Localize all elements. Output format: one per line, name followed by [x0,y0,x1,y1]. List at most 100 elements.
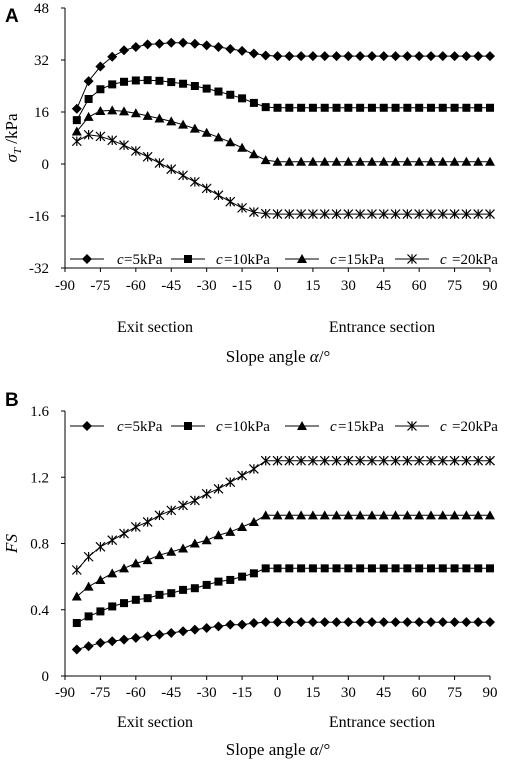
data-point [96,85,105,94]
x-tick-label: -15 [232,685,252,701]
series-line [76,134,490,215]
data-point [307,209,318,219]
legend-item: c =5kPa [70,419,163,435]
data-point [71,644,82,655]
data-point [155,590,164,599]
data-point [273,103,282,112]
y-tick-label: 0 [42,669,50,685]
data-point [189,624,200,635]
x-axis-title: Slope angle α/° [226,347,331,366]
data-point [190,82,199,90]
data-point [319,209,330,219]
data-point [238,572,247,581]
data-point [130,146,141,156]
series-line [76,514,490,597]
data-point [473,51,484,62]
data-point [331,510,342,520]
data-point [107,105,118,115]
data-point [355,510,366,520]
data-point [249,569,258,578]
data-point [356,103,365,112]
data-point [225,619,236,630]
data-point [260,510,271,520]
data-point [378,156,389,166]
x-tick-label: -90 [55,278,75,294]
x-tick-label: -90 [55,685,75,701]
data-point [237,142,248,152]
data-point [296,51,307,62]
x-tick-label: -30 [197,685,217,701]
data-point [142,151,153,162]
data-point [449,455,460,466]
data-point [83,129,94,140]
panel-label: B [5,390,19,411]
panel-A: A 48 32 16 0 -16 -32 -90 -75 -60 -45 -30 -15 0 15 30 45 6… [2,1,498,366]
data-point [248,207,259,218]
data-point [225,196,236,207]
legend-label: =5kPa [124,252,163,268]
data-point [461,209,472,219]
legend-marker [407,254,417,264]
data-point [485,510,495,520]
data-point [83,641,94,652]
data-point [154,550,165,560]
x-tick-label: -60 [126,685,146,701]
x-tick-label: 15 [305,278,320,294]
x-tick-label: -75 [90,685,110,701]
data-point [449,617,460,628]
exit-section-label: Exit section [117,714,193,731]
legend-marker [184,255,192,263]
data-point [248,464,259,474]
legend-label: =20kPa [452,419,498,435]
data-point [474,564,483,573]
data-point [367,455,377,466]
data-point [319,617,330,628]
data-point [272,209,283,219]
data-point [390,455,401,466]
data-point [120,77,129,86]
x-tick-label: -45 [161,685,181,701]
x-axis-title: Slope angle α/° [226,740,331,759]
data-point [260,208,271,219]
legend-symbol: c [330,419,337,435]
data-point [319,156,330,166]
data-point [178,170,188,181]
y-tick-label: 1.6 [30,404,49,420]
data-point [72,619,81,627]
data-point [402,51,413,62]
data-point [214,87,223,96]
data-point [426,209,436,219]
data-point [450,564,459,573]
data-point [71,136,82,147]
series-diamond [71,617,495,655]
data-point [119,45,130,56]
data-point [119,106,130,116]
data-point [142,110,153,120]
series-line [76,42,490,109]
data-point [119,563,130,573]
data-point [390,51,401,62]
data-point [461,617,472,628]
data-point [414,51,425,62]
data-point [331,617,342,628]
data-point [461,51,472,62]
data-point [214,577,223,586]
data-point [130,108,141,118]
data-point [142,631,153,642]
data-point [285,103,294,112]
data-point [391,564,400,573]
legend-marker [297,254,307,263]
data-point [343,617,354,628]
data-point [355,455,366,466]
data-point [414,617,425,628]
data-point [437,455,448,466]
data-point [486,564,494,573]
data-point [272,510,283,520]
data-point [225,43,236,54]
data-point [154,510,165,521]
data-point [179,79,188,88]
data-point [201,183,212,194]
data-point [71,103,82,114]
data-point [462,564,471,573]
x-axis-title-symbol: α [310,347,320,366]
